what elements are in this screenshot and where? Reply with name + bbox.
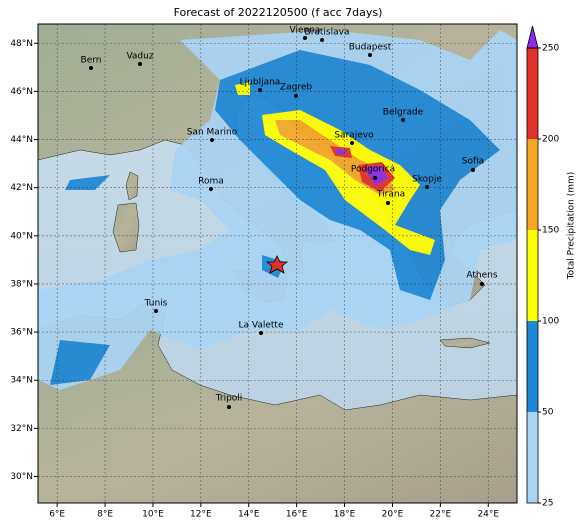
- city-dot: [259, 331, 263, 335]
- city-label: La Valette: [239, 321, 284, 331]
- y-tick-label: 46°N: [10, 87, 33, 97]
- colorbar-tick-label: 200: [542, 135, 559, 145]
- colorbar: 25 50 100 150 200 250 Total Precipitation (mm): [526, 25, 577, 509]
- x-tick-label: 24°E: [477, 510, 499, 520]
- colorbar-tick-label: 50: [542, 408, 554, 418]
- city-label: Tirana: [376, 190, 405, 200]
- city-label: Podgorica: [351, 165, 395, 175]
- city-dot: [401, 118, 405, 122]
- city-dot: [154, 309, 158, 313]
- city-dot: [138, 62, 142, 66]
- city-dot: [350, 141, 354, 145]
- city-label: Belgrade: [383, 108, 424, 118]
- colorbar-segment: [527, 48, 538, 139]
- city-label: Vaduz: [126, 52, 153, 62]
- city-label: Zagreb: [280, 83, 312, 93]
- city-label: Athens: [466, 271, 497, 281]
- crete: [439, 337, 491, 349]
- y-tick-label: 40°N: [10, 231, 33, 241]
- city-label: Vienna: [290, 26, 321, 36]
- map-frame: [37, 23, 518, 504]
- city-dot: [89, 66, 93, 70]
- city-dot: [258, 88, 262, 92]
- y-tick-label: 30°N: [10, 472, 33, 482]
- city-label: Tunis: [144, 299, 168, 309]
- colorbar-tick-label: 150: [542, 226, 559, 236]
- x-tick-label: 20°E: [382, 510, 404, 520]
- city-dot: [303, 36, 307, 40]
- colorbar-tick-label: 250: [542, 44, 559, 54]
- title: Forecast of 2022120500 (f acc 7days): [174, 6, 383, 19]
- colorbar-tick-label: 100: [542, 317, 559, 327]
- x-tick-label: 6°E: [49, 510, 65, 520]
- city-label: Bern: [81, 56, 102, 66]
- city-dot: [294, 94, 298, 98]
- colorbar-frame: [526, 47, 539, 504]
- city-dot: [210, 138, 214, 142]
- city-dot: [227, 405, 231, 409]
- y-tick-label: 32°N: [10, 424, 33, 434]
- city-dot: [386, 201, 390, 205]
- x-tick-label: 22°E: [430, 510, 452, 520]
- city-label: Roma: [198, 177, 224, 187]
- city-label: Budapest: [349, 43, 392, 53]
- colorbar-segment: [527, 412, 538, 503]
- sardinia: [112, 202, 140, 253]
- y-tick-label: 44°N: [10, 135, 33, 145]
- y-tick-label: 34°N: [10, 376, 33, 386]
- event-star: [265, 255, 289, 274]
- precipitation: [38, 30, 517, 390]
- city-dot: [368, 53, 372, 57]
- x-tick-label: 10°E: [142, 510, 164, 520]
- y-tick-label: 48°N: [10, 39, 33, 49]
- city-label: Sarajevo: [334, 131, 374, 141]
- x-tick-label: 14°E: [238, 510, 260, 520]
- axes: 6°E 8°E 10°E 12°E 14°E 16°E 18°E 20°E 22°E 24°E 30…: [10, 39, 499, 520]
- colorbar-tick-label: 25: [542, 499, 553, 509]
- colorbar-segment: [527, 139, 538, 230]
- city-dot: [373, 176, 377, 180]
- city-label: San Marino: [187, 128, 238, 138]
- city-label: Tripoli: [215, 394, 243, 404]
- city-label: Ljubljana: [240, 78, 281, 88]
- x-tick-label: 8°E: [97, 510, 113, 520]
- colorbar-label: Total Precipitation (mm): [567, 172, 577, 281]
- city-label: Skopje: [412, 175, 442, 185]
- colorbar-extend: [526, 25, 539, 49]
- corsica: [125, 171, 139, 201]
- city-label: Bratislava: [305, 28, 350, 38]
- y-tick-label: 42°N: [10, 183, 33, 193]
- city-dot: [209, 187, 213, 191]
- y-tick-label: 36°N: [10, 328, 33, 338]
- colorbar-segment: [527, 321, 538, 412]
- precip-blue: [50, 50, 500, 385]
- city-dot: [320, 38, 324, 42]
- y-tick-label: 38°N: [10, 279, 33, 289]
- city-dot: [480, 282, 484, 286]
- x-tick-label: 12°E: [190, 510, 212, 520]
- x-tick-label: 16°E: [286, 510, 308, 520]
- x-tick-label: 18°E: [334, 510, 356, 520]
- colorbar-segment: [527, 230, 538, 321]
- city-label: Sofia: [462, 157, 484, 167]
- city-dot: [425, 185, 429, 189]
- city-dot: [471, 168, 475, 172]
